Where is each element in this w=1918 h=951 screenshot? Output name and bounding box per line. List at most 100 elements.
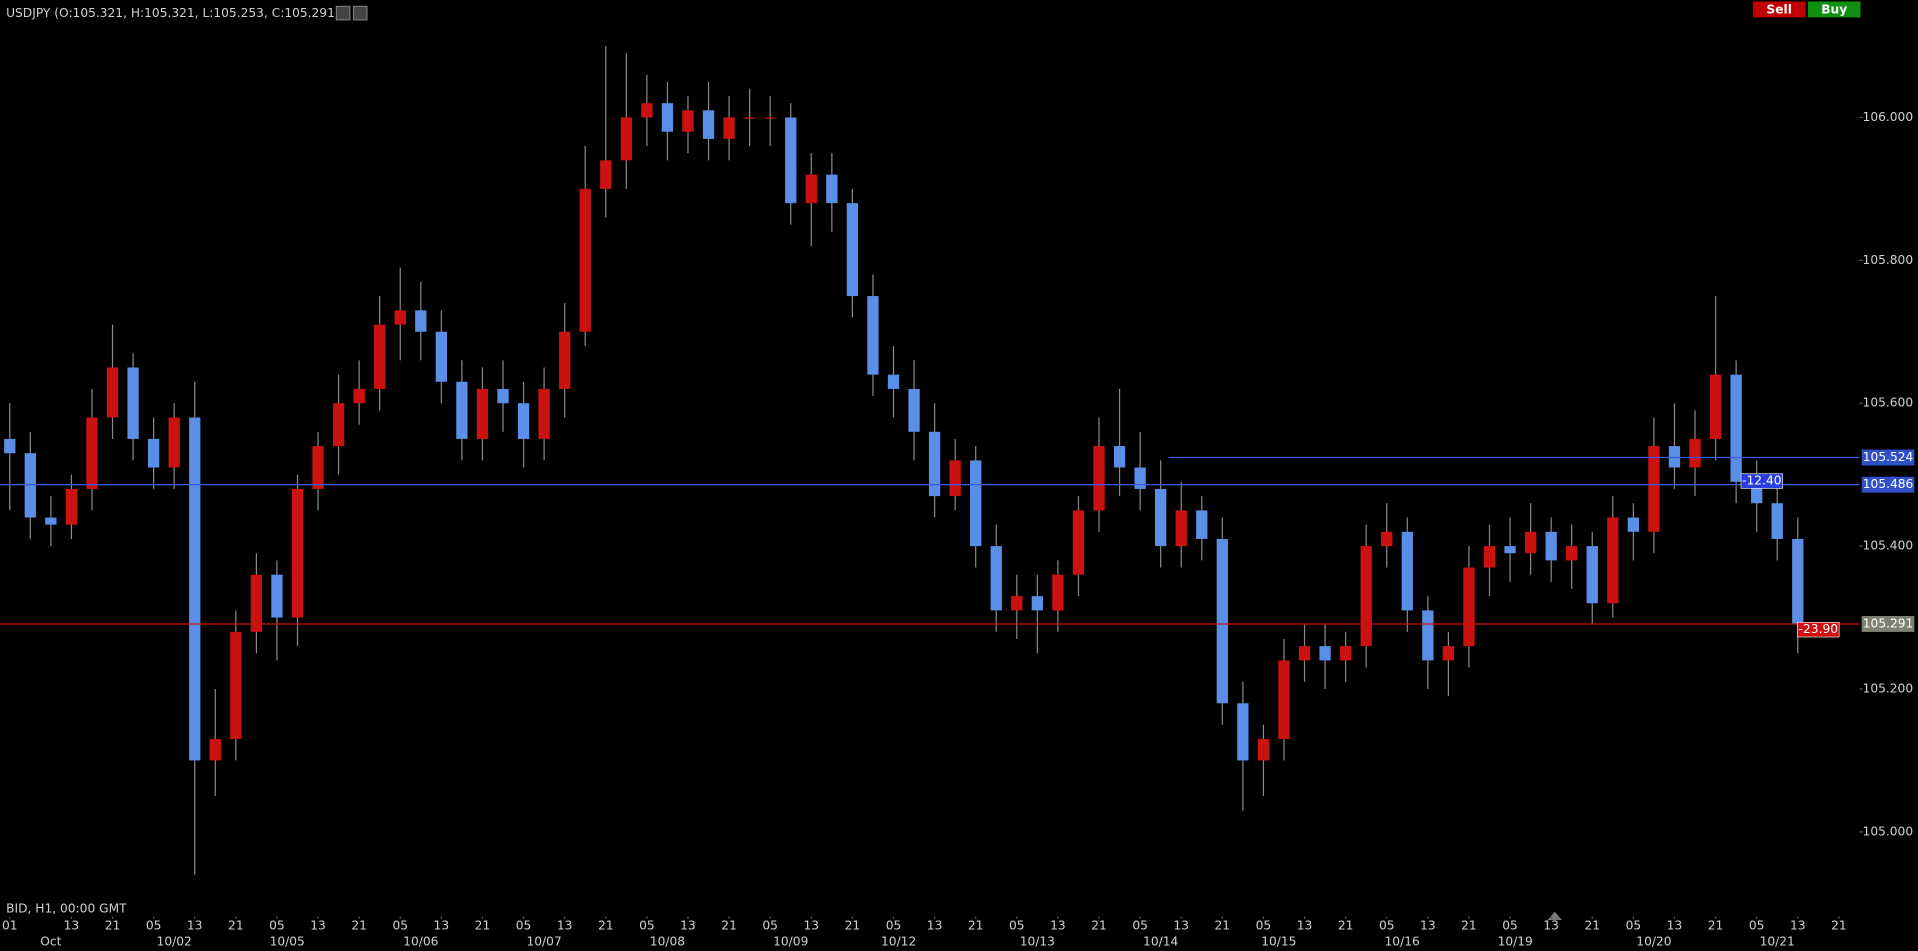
candle-body — [1545, 531, 1557, 561]
x-tick-label: 21 — [1831, 919, 1847, 933]
candle-body — [1216, 538, 1228, 704]
candle-body — [1668, 446, 1681, 468]
candle-body — [1196, 510, 1208, 539]
candle-body — [785, 117, 797, 204]
x-tick-label: 21 — [598, 919, 614, 933]
candle-body — [1463, 567, 1475, 647]
candle-body — [1381, 531, 1393, 547]
annotation-box — [1797, 622, 1840, 638]
candle-body — [353, 388, 365, 404]
x-tick-label: 13 — [1667, 919, 1683, 933]
y-tick-label: 105.200 — [1863, 681, 1914, 695]
price-level-label: 105.524 — [1863, 450, 1914, 464]
price-box — [1861, 616, 1915, 632]
x-tick-label: 05 — [1009, 919, 1025, 933]
candle-body — [867, 296, 879, 375]
candle-body — [435, 331, 448, 382]
candle-body — [1319, 646, 1331, 661]
x-tick-label: 05 — [269, 919, 285, 933]
button-bg[interactable] — [1752, 1, 1806, 18]
x-tick-label: 21 — [1338, 919, 1354, 933]
x-tick-label: 13 — [680, 919, 696, 933]
trade-button[interactable]: Buy — [1821, 3, 1847, 17]
candle-body — [1648, 446, 1660, 532]
candle-body — [887, 374, 900, 389]
candle-body — [1134, 467, 1146, 489]
x-tick-label: 21 — [1708, 919, 1724, 933]
y-tick-label: 106.000 — [1863, 110, 1914, 124]
candle-body — [374, 324, 386, 389]
date-tick-label: 10/16 — [1385, 935, 1420, 949]
candle-body — [394, 310, 406, 325]
x-tick-label: 05 — [639, 919, 655, 933]
candle-body — [846, 203, 859, 297]
date-tick-label: 10/13 — [1020, 935, 1055, 949]
candle-body — [970, 460, 982, 547]
candle-body — [1422, 610, 1434, 661]
trade-button[interactable]: Sell — [1766, 3, 1791, 17]
y-tick-label: 105.800 — [1863, 253, 1914, 267]
candle-body — [1689, 438, 1701, 468]
candle-body — [168, 417, 180, 468]
candle-body — [1524, 531, 1537, 554]
candle-body — [456, 381, 468, 439]
candle-body — [106, 367, 119, 418]
x-tick-label: 13 — [1050, 919, 1066, 933]
x-tick-label: 05 — [1502, 919, 1518, 933]
candle-body — [949, 460, 961, 497]
candle-body — [620, 117, 632, 161]
annotation-box — [1740, 473, 1783, 489]
chart-footnote: BID, H1, 00:00 GMT — [6, 902, 127, 916]
x-tick-label: 13 — [927, 919, 943, 933]
candle-body — [764, 117, 776, 119]
candle-body — [1298, 646, 1311, 661]
candle-body — [86, 417, 98, 489]
candle-body — [476, 388, 489, 439]
x-tick-label: 01 — [2, 919, 18, 933]
candle-body — [1442, 646, 1455, 661]
x-tick-label: 21 — [845, 919, 861, 933]
date-tick-label: 10/09 — [773, 935, 808, 949]
price-box — [1861, 476, 1915, 493]
candle-body — [1586, 546, 1598, 604]
settings-icon[interactable] — [335, 5, 351, 21]
x-tick-label: 05 — [762, 919, 778, 933]
gear-icon[interactable] — [352, 5, 368, 21]
candle-body — [1257, 738, 1270, 761]
candle-body — [1093, 446, 1105, 511]
x-tick-label: 21 — [475, 919, 491, 933]
candle-body — [661, 103, 674, 132]
candle-body — [1751, 481, 1763, 504]
candle-body — [1401, 531, 1413, 611]
candle-body — [230, 631, 242, 739]
date-tick-label: 10/07 — [527, 935, 562, 949]
candle-body — [312, 446, 324, 489]
x-tick-label: 05 — [1132, 919, 1148, 933]
x-tick-label: 13 — [804, 919, 820, 933]
x-tick-label: 13 — [1297, 919, 1313, 933]
x-tick-label: 05 — [1626, 919, 1642, 933]
candle-body — [1031, 596, 1044, 611]
candle-body — [1113, 446, 1126, 468]
x-tick-label: 13 — [187, 919, 203, 933]
date-tick-label: Oct — [40, 935, 61, 949]
candle-body — [826, 174, 838, 204]
date-tick-label: 10/05 — [270, 935, 305, 949]
candle-body — [24, 453, 36, 518]
x-tick-label: 13 — [434, 919, 450, 933]
button-bg[interactable] — [1807, 1, 1861, 18]
candle-body — [45, 517, 57, 525]
candle-body — [1504, 546, 1516, 554]
candle-body — [702, 110, 715, 139]
candle-body — [559, 331, 571, 389]
date-tick-label: 10/02 — [157, 935, 192, 949]
y-tick-label: 105.000 — [1863, 824, 1914, 838]
date-tick-label: 10/21 — [1760, 935, 1795, 949]
candle-body — [209, 738, 221, 761]
candle-body — [1792, 538, 1804, 624]
candle-body — [928, 431, 941, 497]
candle-body — [1052, 574, 1064, 611]
x-tick-label: 21 — [968, 919, 984, 933]
x-tick-label: 05 — [146, 919, 162, 933]
candle-body — [127, 367, 139, 439]
